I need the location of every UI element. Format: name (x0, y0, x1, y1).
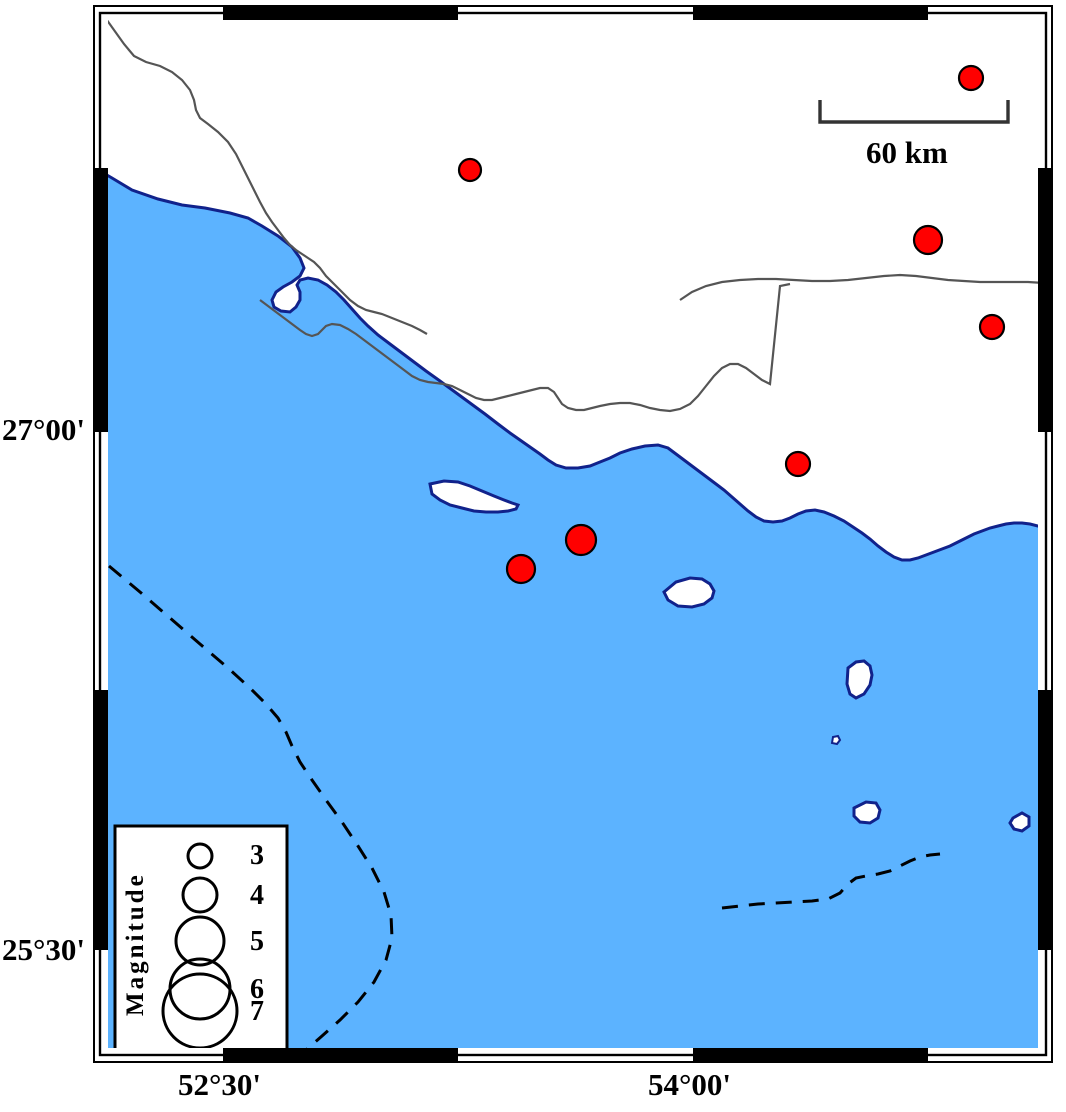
sea-polygon (100, 169, 1046, 1055)
inland-border-fold-belt (259, 282, 791, 413)
epicenter-marker[interactable] (505, 553, 537, 585)
epicenter-marker[interactable] (912, 224, 944, 256)
legend-title: Magnitude (122, 872, 149, 1016)
longitude-label-5400: 54°00' (648, 1067, 732, 1102)
epicenter-marker[interactable] (564, 523, 598, 557)
island-tunb (1008, 811, 1031, 833)
epicenter-marker[interactable] (457, 157, 483, 183)
maritime-boundary-east (721, 852, 941, 910)
latitude-label-27: 27°00' (2, 412, 86, 447)
inland-border-east (679, 273, 1045, 301)
legend-circle-4 (181, 876, 219, 914)
maritime-boundary-west (108, 564, 394, 1055)
legend-label-5: 5 (250, 926, 264, 957)
longitude-label-5230: 52°30' (178, 1067, 262, 1102)
frame-inner (98, 11, 1048, 1057)
frame-outer-top (93, 5, 1053, 1063)
scale-bar (818, 100, 1010, 124)
epicenter-marker[interactable] (978, 313, 1006, 341)
legend-circle-5 (174, 915, 226, 967)
legend-label-7: 7 (250, 996, 264, 1027)
epicenter-layer (457, 64, 1006, 585)
legend-label-4: 4 (250, 880, 264, 911)
island-abu-musa (852, 800, 882, 825)
legend-label-3: 3 (250, 840, 264, 871)
island-qeshm (428, 479, 521, 514)
island-hengam (662, 576, 716, 609)
epicenter-marker[interactable] (957, 64, 985, 92)
scale-bar-label: 60 km (866, 135, 948, 170)
island-sirri (845, 659, 874, 700)
inland-border-northwest (103, 15, 428, 335)
legend-label-6: 6 (250, 974, 264, 1005)
latitude-label-2530: 25°30' (2, 932, 86, 967)
island-small-dot (830, 734, 842, 746)
legend-background (113, 824, 289, 1055)
legend-circle-3 (186, 842, 214, 870)
epicenter-marker[interactable] (784, 450, 812, 478)
magnitude-legend (113, 824, 289, 1055)
